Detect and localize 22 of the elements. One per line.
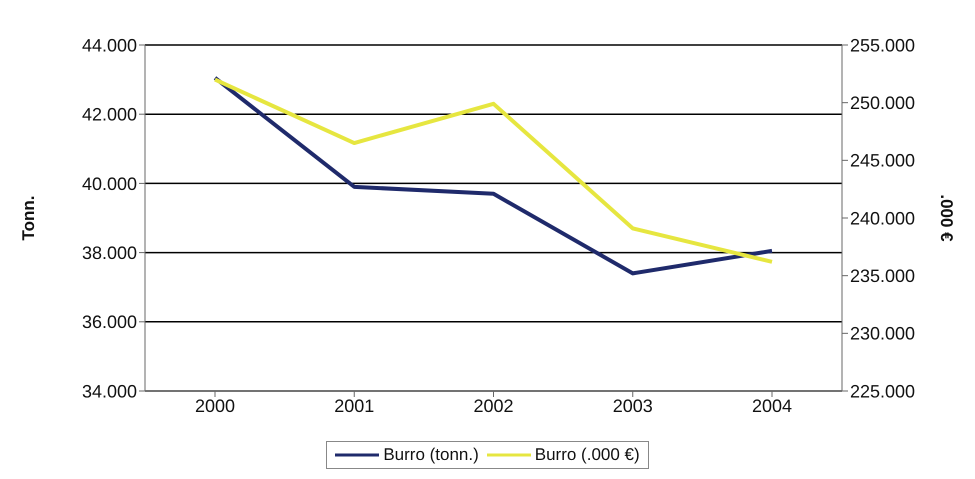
y-tick-label: 36.000 bbox=[82, 312, 137, 332]
y-tick-label: 38.000 bbox=[82, 242, 137, 263]
y-tick-label: 44.000 bbox=[82, 35, 137, 56]
y-tick-label: 40.000 bbox=[82, 174, 137, 194]
legend-label: Burro (.000 €) bbox=[534, 445, 640, 465]
y2-tick-label: 235.000 bbox=[850, 266, 916, 286]
x-tick-label: 2002 bbox=[473, 396, 514, 416]
x-tick-label: 2001 bbox=[334, 396, 374, 416]
y2-axis-title: .000 € bbox=[936, 194, 956, 242]
legend-label: Burro (tonn.) bbox=[383, 445, 479, 465]
x-tick-label: 2003 bbox=[612, 396, 653, 416]
y-tick-label: 34.000 bbox=[82, 381, 137, 402]
y-axis-title: Tonn. bbox=[19, 196, 38, 240]
y-tick-label: 42.000 bbox=[82, 104, 137, 125]
y2-tick-label: 255.000 bbox=[850, 35, 916, 56]
y2-tick-label: 240.000 bbox=[850, 208, 916, 228]
x-tick-label: 2004 bbox=[752, 396, 792, 416]
x-tick-label: 2000 bbox=[194, 396, 236, 416]
y2-tick-label: 230.000 bbox=[850, 324, 916, 344]
y2-tick-label: 245.000 bbox=[850, 150, 916, 171]
y2-tick-label: 225.000 bbox=[850, 381, 916, 402]
y2-tick-label: 250.000 bbox=[850, 93, 916, 114]
